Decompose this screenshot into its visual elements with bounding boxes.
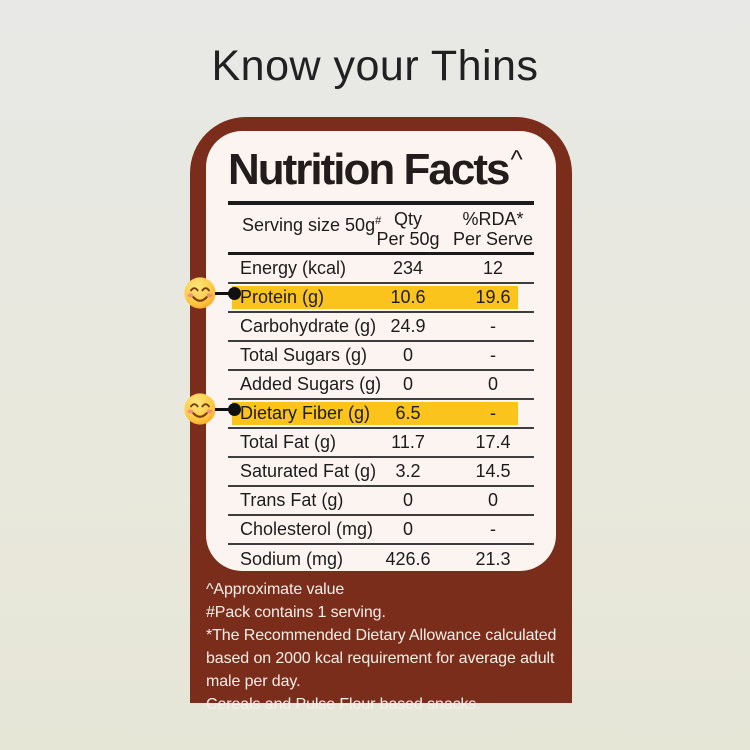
footnotes: ^Approximate value #Pack contains 1 serv… <box>206 578 562 716</box>
row-label: Sodium (mg) <box>240 549 344 569</box>
row-rda: 0 <box>487 374 498 394</box>
table-header: Serving size 50g# Qty Per 50g %RDA* Per … <box>228 205 534 252</box>
footnote-line: based on 2000 kcal requirement for avera… <box>206 650 555 667</box>
row-rda: 14.5 <box>475 461 511 481</box>
footnote-line: ^Approximate value <box>206 581 345 598</box>
row-rda: 0 <box>487 490 498 510</box>
table-row-dietary-fiber: Dietary Fiber (g) 6.5 - <box>228 400 534 429</box>
row-qty: 6.5 <box>395 403 421 423</box>
table-row-carbohydrate: Carbohydrate (g) 24.9 - <box>228 313 534 342</box>
row-qty: 0 <box>402 374 413 394</box>
table-row-trans-fat: Trans Fat (g) 0 0 <box>228 487 534 516</box>
page-title: Know your Thins <box>211 42 539 90</box>
table-row-sodium: Sodium (mg) 426.6 21.3 <box>228 545 534 574</box>
protein-callout <box>183 276 241 310</box>
row-qty: 234 <box>392 258 424 278</box>
nutrition-facts-title-text: Nutrition Facts <box>228 145 510 194</box>
smiley-icon <box>184 393 216 425</box>
qty-column-header: Qty Per 50g <box>376 209 440 249</box>
row-rda: 19.6 <box>475 287 511 307</box>
row-label: Protein (g) <box>240 287 325 307</box>
row-qty: 10.6 <box>390 287 426 307</box>
footnote-line: *The Recommended Dietary Allowance calcu… <box>206 627 557 644</box>
callout-line <box>215 291 229 295</box>
serving-superscript: # <box>375 215 382 227</box>
footnote-line: Cereals and Pulse Flour based snacks. <box>206 696 481 713</box>
row-label: Dietary Fiber (g) <box>240 403 371 423</box>
row-label: Added Sugars (g) <box>240 374 382 394</box>
title-superscript: ^ <box>510 144 523 174</box>
row-label: Cholesterol (mg) <box>240 519 374 539</box>
table-row-total-sugars: Total Sugars (g) 0 - <box>228 342 534 371</box>
table-row-added-sugars: Added Sugars (g) 0 0 <box>228 371 534 400</box>
row-qty: 0 <box>402 519 413 539</box>
row-label: Energy (kcal) <box>240 258 347 278</box>
footnote-line: male per day. <box>206 673 301 690</box>
highlight-bar <box>232 286 518 309</box>
row-label: Carbohydrate (g) <box>240 316 377 336</box>
title-divider <box>228 201 534 205</box>
row-qty: 426.6 <box>385 549 431 569</box>
serving-size-label: Serving size 50g# <box>242 215 382 235</box>
nutrition-facts-panel: Nutrition Facts^ Serving size 50g# Qty P… <box>206 131 556 571</box>
row-qty: 3.2 <box>395 461 421 481</box>
nutrition-table: Energy (kcal) 234 12 Protein (g) 10.6 19… <box>228 255 534 574</box>
rda-column-header: %RDA* Per Serve <box>452 209 534 249</box>
row-label: Trans Fat (g) <box>240 490 344 510</box>
row-rda: 12 <box>482 258 504 278</box>
row-qty: 0 <box>402 345 413 365</box>
callout-dot <box>228 286 241 300</box>
row-rda: - <box>490 403 496 423</box>
row-qty: 11.7 <box>391 432 425 452</box>
table-row-cholesterol: Cholesterol (mg) 0 - <box>228 516 534 545</box>
row-qty: 24.9 <box>390 316 426 336</box>
row-rda: - <box>490 316 496 336</box>
row-rda: - <box>490 345 496 365</box>
row-label: Total Sugars (g) <box>240 345 368 365</box>
footnote-line: #Pack contains 1 serving. <box>206 604 386 621</box>
nutrition-facts-title: Nutrition Facts^ <box>228 144 534 198</box>
callout-dot <box>228 402 241 416</box>
row-label: Total Fat (g) <box>240 432 337 452</box>
row-label: Saturated Fat (g) <box>240 461 377 481</box>
row-rda: 21.3 <box>475 549 511 569</box>
fiber-callout <box>183 392 241 426</box>
row-rda: - <box>490 519 496 539</box>
table-row-total-fat: Total Fat (g) 11.7 17.4 <box>228 429 534 458</box>
row-qty: 0 <box>402 490 413 510</box>
highlight-bar <box>232 402 518 425</box>
row-rda: 17.4 <box>475 432 511 452</box>
table-row-saturated-fat: Saturated Fat (g) 3.2 14.5 <box>228 458 534 487</box>
table-row-protein: Protein (g) 10.6 19.6 <box>228 284 534 313</box>
table-row-energy: Energy (kcal) 234 12 <box>228 255 534 284</box>
smiley-icon <box>184 277 216 309</box>
callout-line <box>215 407 229 411</box>
header-divider <box>228 252 534 255</box>
nutrition-card: Nutrition Facts^ Serving size 50g# Qty P… <box>190 117 572 713</box>
